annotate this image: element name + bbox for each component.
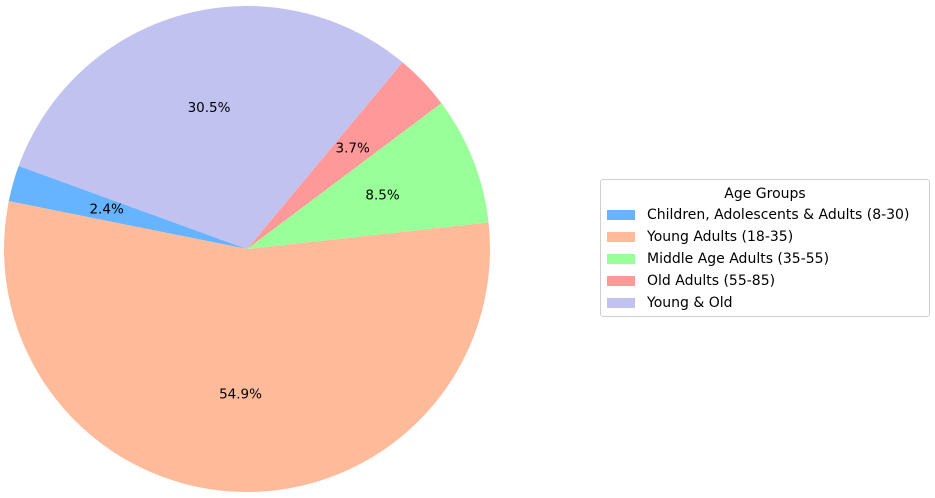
pie-percent-label-1: 2.4%	[89, 202, 123, 218]
legend-items: Children, Adolescents & Adults (8-30) You…	[601, 204, 929, 314]
legend-item-5: Young & Old	[601, 292, 929, 314]
pie-slice-4	[247, 62, 442, 250]
legend-swatch	[607, 232, 635, 242]
pie-percent-label-5: 30.5%	[188, 100, 231, 116]
legend-title: Age Groups	[724, 186, 806, 202]
legend-swatch	[607, 254, 635, 264]
legend-swatch	[607, 210, 635, 220]
pie-slices	[3, 6, 490, 493]
pie-percent-label-3: 8.5%	[365, 187, 399, 203]
legend-label: Old Adults (55-85)	[647, 273, 776, 289]
pie-slice-5	[18, 6, 403, 249]
legend-label: Children, Adolescents & Adults (8-30)	[647, 207, 910, 223]
pie-slice-3	[247, 103, 489, 249]
legend-label: Young Adults (18-35)	[647, 229, 794, 245]
pie-percent-label-4: 3.7%	[336, 141, 370, 157]
legend-item-1: Children, Adolescents & Adults (8-30)	[601, 204, 929, 226]
legend-item-3: Middle Age Adults (35-55)	[601, 248, 929, 270]
legend-label: Young & Old	[647, 295, 733, 311]
legend: Age Groups Children, Adolescents & Adult…	[600, 179, 930, 317]
pie-percent-labels: 2.4% 54.9% 8.5% 3.7% 30.5%	[89, 100, 399, 402]
legend-item-4: Old Adults (55-85)	[601, 270, 929, 292]
pie-percent-label-2: 54.9%	[219, 387, 262, 403]
pie-slice-1	[8, 165, 247, 249]
legend-swatch	[607, 298, 635, 308]
legend-label: Middle Age Adults (35-55)	[647, 251, 830, 267]
legend-swatch	[607, 276, 635, 286]
legend-item-2: Young Adults (18-35)	[601, 226, 929, 248]
pie-slice-2	[3, 201, 490, 493]
